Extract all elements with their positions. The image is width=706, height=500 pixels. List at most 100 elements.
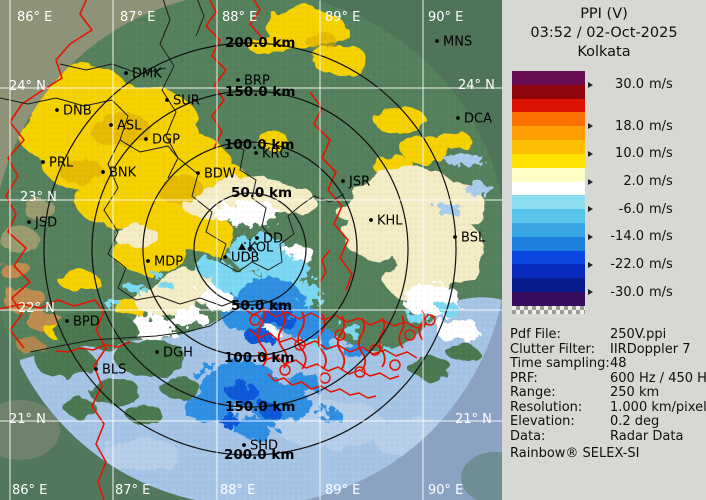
city-marker: [242, 443, 246, 447]
info-row: Time sampling: 48: [510, 356, 704, 372]
longitude-label: 89° E: [325, 10, 360, 25]
city-label: PRL: [49, 156, 74, 171]
range-ring-label: 100.0 km: [224, 137, 294, 153]
city-marker: [155, 350, 159, 354]
color-scale-segment: [512, 292, 585, 306]
city-label: KHL: [377, 214, 403, 229]
info-value: 0.2 deg: [610, 414, 660, 429]
scale-unit: m/s: [649, 229, 673, 245]
color-scale-label: 2.0 m/s: [588, 174, 673, 190]
product-info-table: Pdf File: 250V.ppi Clutter Filter: IIRDoppl…: [510, 327, 706, 445]
longitude-label: 88° E: [222, 10, 257, 25]
scale-arrow-icon: [588, 289, 593, 296]
radar-map-area: 86° E 87° E 88° E 89° E 90° E 86° E 87° E 88° …: [0, 0, 529, 500]
range-ring-label: 150.0 km: [225, 399, 295, 415]
city-label: BSL: [461, 231, 486, 246]
info-value: 1.000 km/pixel: [610, 399, 706, 415]
range-rings: [43, 42, 457, 456]
latitude-label: 21° N: [455, 412, 492, 427]
city-marker: [236, 78, 240, 82]
scale-arrow-icon: [588, 233, 593, 240]
city-marker: [196, 171, 200, 175]
info-row: Data: Radar Data: [510, 428, 704, 445]
city-label: JSR: [348, 175, 370, 190]
city-marker: [124, 71, 128, 75]
city-label: DMK: [132, 67, 162, 82]
city-label: DNB: [63, 104, 92, 119]
info-value: IIRDoppler 7: [610, 341, 691, 357]
city-marker: [223, 255, 227, 259]
info-panel: PPI (V) 03:52 / 02-Oct-2025 Kolkata 30.0…: [502, 0, 706, 500]
station-name: Kolkata: [577, 44, 631, 60]
color-scale-segment: [512, 181, 585, 196]
range-ring-labels: 200.0 km 150.0 km 100.0 km 50.0 km 50.0 km 10…: [224, 35, 295, 463]
longitude-label: 90° E: [428, 483, 463, 498]
city-label: BNK: [109, 166, 137, 181]
latitude-label: 24° N: [458, 78, 495, 93]
scale-arrow-icon: [588, 178, 593, 185]
info-row: Clutter Filter: IIRDoppler 7: [510, 341, 704, 358]
range-ring-label: 100.0 km: [224, 350, 294, 366]
radar-map: 86° E 87° E 88° E 89° E 90° E 86° E 87° E 88° …: [0, 0, 529, 500]
latitude-labels-left: 24° N 23° N 22° N 21° N: [9, 79, 57, 427]
color-scale-segment: [512, 153, 585, 168]
city-label: DCA: [464, 112, 492, 127]
city-label: MDP: [154, 255, 183, 270]
velocity-color-scale: [512, 71, 585, 306]
city-label: BRP: [244, 74, 270, 89]
city-marker: [435, 39, 439, 43]
color-scale-segment: [512, 209, 585, 223]
color-scale-segment: [512, 71, 585, 85]
color-scale-label: 18.0 m/s: [588, 119, 673, 134]
city-label: ASL: [117, 119, 142, 134]
longitude-label: 89° E: [325, 483, 360, 498]
latitude-label: 24° N: [9, 79, 46, 94]
city-label: BLS: [102, 363, 126, 378]
city-marker: [27, 220, 31, 224]
color-scale-segment: [512, 140, 585, 154]
scale-arrow-icon: [588, 81, 593, 88]
color-scale-label: -6.0 m/s: [588, 202, 673, 217]
longitude-label: 86° E: [17, 10, 52, 25]
info-row: Elevation: 0.2 deg: [510, 414, 704, 430]
scale-arrow-icon: [588, 261, 593, 268]
range-ring-label: 150.0 km: [225, 84, 295, 100]
city-label: DGH: [163, 346, 193, 361]
longitude-label: 87° E: [120, 10, 155, 25]
city-label: SUR: [173, 94, 200, 109]
city-marker: [453, 235, 457, 239]
color-scale-segment: [512, 195, 585, 210]
city-label: DD: [263, 232, 283, 247]
city-marker: [146, 259, 150, 263]
scale-arrow-icon: [588, 123, 593, 130]
info-row: PRF: 600 Hz / 450 Hz: [510, 370, 706, 387]
color-scale-label: 10.0 m/s: [588, 146, 673, 161]
city-marker: [144, 137, 148, 141]
city-label: MNS: [443, 35, 472, 50]
scale-value: 2.0: [623, 174, 644, 190]
city-labels: MNS DMK BRP SUR DNB DCA ASL DGP KRG PRL BNK BDW JSR K…: [27, 35, 492, 454]
info-label: Pdf File:: [510, 327, 561, 342]
latitude-label: 23° N: [20, 190, 57, 205]
city-label: UDB: [231, 251, 259, 266]
city-marker: [41, 160, 45, 164]
info-value: 250V.ppi: [610, 327, 667, 342]
scale-unit: m/s: [649, 174, 673, 190]
info-label: Time sampling:: [510, 356, 610, 371]
city-label: JSD: [34, 216, 57, 231]
scale-value: -22.0: [610, 257, 644, 273]
longitude-labels-top: 86° E 87° E 88° E 89° E 90° E: [17, 10, 463, 25]
color-scale-segment: [512, 222, 585, 237]
city-label: BPD: [73, 315, 100, 330]
radar-site-marker: [238, 243, 246, 250]
info-label: PRF:: [510, 370, 538, 386]
city-label: KRG: [262, 147, 290, 162]
info-label: Data:: [510, 428, 546, 444]
latitude-label: 22° N: [18, 301, 55, 316]
city-marker: [456, 116, 460, 120]
color-scale-segment: [512, 236, 585, 251]
city-marker: [341, 179, 345, 183]
info-label: Resolution:: [510, 399, 583, 415]
color-scale-segment: [512, 126, 585, 141]
